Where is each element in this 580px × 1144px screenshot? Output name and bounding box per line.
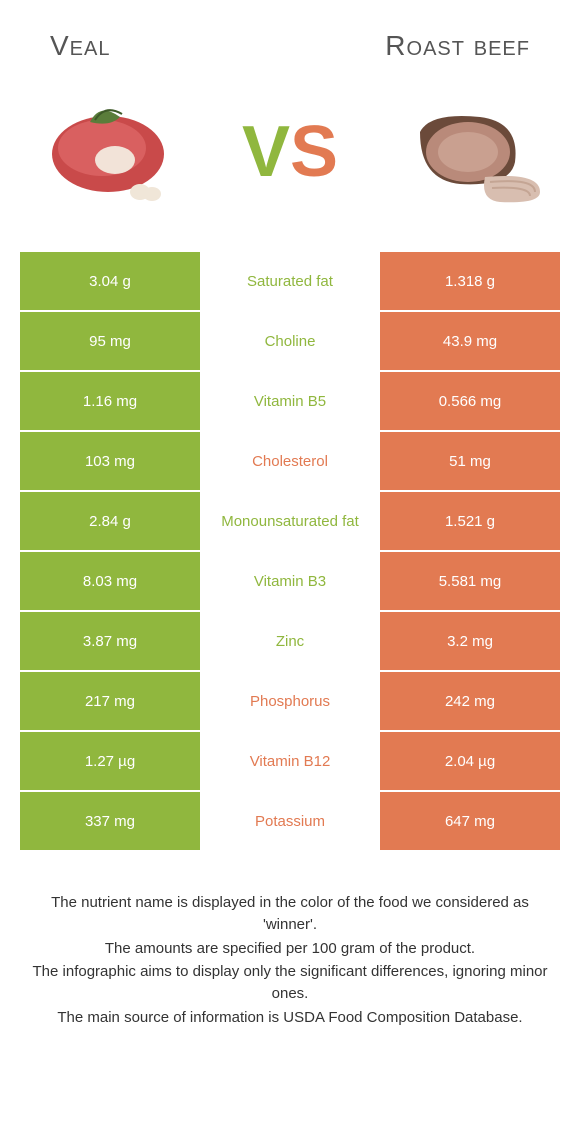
right-food-title: Roast beef bbox=[385, 30, 530, 62]
nutrient-label: Potassium bbox=[200, 792, 380, 850]
nutrient-label: Choline bbox=[200, 312, 380, 370]
nutrient-label: Monounsaturated fat bbox=[200, 492, 380, 550]
footer-line: The main source of information is USDA F… bbox=[30, 1007, 550, 1029]
nutrient-row: 103 mgCholesterol51 mg bbox=[20, 432, 560, 492]
veal-image bbox=[30, 92, 190, 212]
nutrient-table: 3.04 gSaturated fat1.318 g95 mgCholine43… bbox=[20, 252, 560, 852]
hero-section: V S bbox=[0, 72, 580, 252]
footer-line: The amounts are specified per 100 gram o… bbox=[30, 938, 550, 960]
nutrient-row: 8.03 mgVitamin B35.581 mg bbox=[20, 552, 560, 612]
left-value: 337 mg bbox=[20, 792, 200, 850]
left-value: 217 mg bbox=[20, 672, 200, 730]
footer-line: The infographic aims to display only the… bbox=[30, 961, 550, 1005]
vs-s: S bbox=[290, 116, 338, 188]
left-value: 3.04 g bbox=[20, 252, 200, 310]
left-value: 1.16 mg bbox=[20, 372, 200, 430]
left-value: 103 mg bbox=[20, 432, 200, 490]
left-value: 8.03 mg bbox=[20, 552, 200, 610]
nutrient-label: Vitamin B5 bbox=[200, 372, 380, 430]
nutrient-row: 217 mgPhosphorus242 mg bbox=[20, 672, 560, 732]
right-value: 242 mg bbox=[380, 672, 560, 730]
right-value: 1.318 g bbox=[380, 252, 560, 310]
right-value: 0.566 mg bbox=[380, 372, 560, 430]
right-value: 647 mg bbox=[380, 792, 560, 850]
nutrient-row: 95 mgCholine43.9 mg bbox=[20, 312, 560, 372]
vs-label: V S bbox=[242, 116, 338, 188]
right-value: 2.04 µg bbox=[380, 732, 560, 790]
right-value: 3.2 mg bbox=[380, 612, 560, 670]
header: Veal Roast beef bbox=[0, 0, 580, 72]
left-value: 3.87 mg bbox=[20, 612, 200, 670]
right-value: 51 mg bbox=[380, 432, 560, 490]
roast-beef-image bbox=[390, 92, 550, 212]
right-value: 1.521 g bbox=[380, 492, 560, 550]
nutrient-row: 337 mgPotassium647 mg bbox=[20, 792, 560, 852]
nutrient-label: Cholesterol bbox=[200, 432, 380, 490]
right-value: 43.9 mg bbox=[380, 312, 560, 370]
nutrient-label: Phosphorus bbox=[200, 672, 380, 730]
footer-notes: The nutrient name is displayed in the co… bbox=[0, 882, 580, 1071]
vs-v: V bbox=[242, 116, 290, 188]
right-value: 5.581 mg bbox=[380, 552, 560, 610]
footer-line: The nutrient name is displayed in the co… bbox=[30, 892, 550, 936]
nutrient-row: 1.27 µgVitamin B122.04 µg bbox=[20, 732, 560, 792]
nutrient-row: 3.04 gSaturated fat1.318 g bbox=[20, 252, 560, 312]
nutrient-label: Zinc bbox=[200, 612, 380, 670]
nutrient-label: Vitamin B3 bbox=[200, 552, 380, 610]
nutrient-label: Saturated fat bbox=[200, 252, 380, 310]
left-food-title: Veal bbox=[50, 30, 110, 62]
nutrient-row: 3.87 mgZinc3.2 mg bbox=[20, 612, 560, 672]
left-value: 1.27 µg bbox=[20, 732, 200, 790]
left-value: 2.84 g bbox=[20, 492, 200, 550]
nutrient-label: Vitamin B12 bbox=[200, 732, 380, 790]
left-value: 95 mg bbox=[20, 312, 200, 370]
nutrient-row: 2.84 gMonounsaturated fat1.521 g bbox=[20, 492, 560, 552]
nutrient-row: 1.16 mgVitamin B50.566 mg bbox=[20, 372, 560, 432]
